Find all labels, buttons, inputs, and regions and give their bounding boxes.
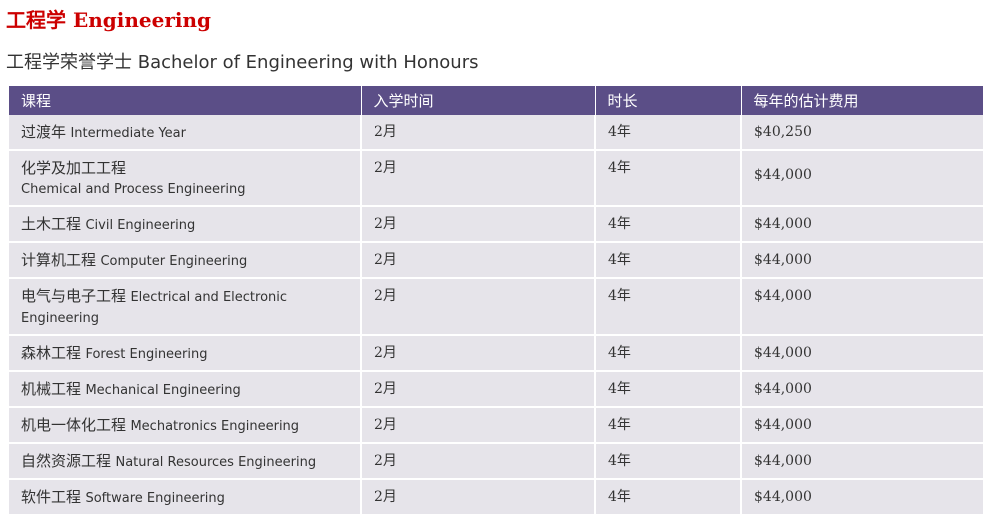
- fee-cell: $44,000: [741, 242, 983, 279]
- fee-cell: $40,250: [741, 115, 983, 151]
- course-cell: 机械工程 Mechanical Engineering: [9, 371, 362, 408]
- course-cell: 化学及加工工程 Chemical and Process Engineering: [9, 150, 362, 207]
- course-cell: 计算机工程 Computer Engineering: [9, 242, 362, 279]
- course-name-cn: 土木工程: [21, 215, 82, 233]
- page-title: 工程学 Engineering: [6, 8, 211, 32]
- duration-cell: 4年: [595, 335, 742, 372]
- course-name-en: Software Engineering: [85, 491, 225, 506]
- course-name-en: Computer Engineering: [100, 254, 248, 269]
- course-cell: 软件工程 Software Engineering: [9, 479, 362, 516]
- course-name-en: Civil Engineering: [85, 218, 196, 233]
- intake-cell: 2月: [361, 115, 596, 151]
- fee-cell: $44,000: [741, 371, 983, 408]
- duration-cell: 4年: [595, 443, 742, 480]
- course-name-en: Electrical and Electronic Engineering: [21, 290, 288, 326]
- course-cell: 机电一体化工程 Mechatronics Engineering: [9, 407, 362, 444]
- programs-table: 课程 入学时间 时长 每年的估计费用 过渡年 Intermediate Year…: [9, 86, 983, 516]
- course-name-cn: 过渡年: [21, 123, 67, 141]
- table-header-row: 课程 入学时间 时长 每年的估计费用: [9, 86, 983, 115]
- duration-cell: 4年: [595, 150, 742, 207]
- course-name-cn: 电气与电子工程: [21, 287, 127, 305]
- course-name-cn: 机械工程: [21, 380, 82, 398]
- table-row: 森林工程 Forest Engineering 2月 4年 $44,000: [9, 335, 983, 372]
- course-name-en: Mechanical Engineering: [85, 383, 241, 398]
- fee-cell: $44,000: [741, 479, 983, 516]
- table-row: 计算机工程 Computer Engineering 2月 4年 $44,000: [9, 242, 983, 279]
- course-name-cn: 森林工程: [21, 344, 82, 362]
- course-name-en: Intermediate Year: [70, 126, 186, 141]
- table-row: 化学及加工工程 Chemical and Process Engineering …: [9, 150, 983, 207]
- fee-cell: $44,000: [741, 206, 983, 243]
- header-fee: 每年的估计费用: [741, 86, 983, 115]
- course-cell: 森林工程 Forest Engineering: [9, 335, 362, 372]
- course-name-cn: 机电一体化工程: [21, 416, 127, 434]
- duration-cell: 4年: [595, 479, 742, 516]
- course-cell: 自然资源工程 Natural Resources Engineering: [9, 443, 362, 480]
- duration-cell: 4年: [595, 115, 742, 151]
- table-row: 过渡年 Intermediate Year 2月 4年 $40,250: [9, 115, 983, 151]
- table-row: 机电一体化工程 Mechatronics Engineering 2月 4年 $…: [9, 407, 983, 444]
- course-name-cn: 自然资源工程: [21, 452, 112, 470]
- course-name-cn: 计算机工程: [21, 251, 97, 269]
- intake-cell: 2月: [361, 206, 596, 243]
- fee-cell: $44,000: [741, 335, 983, 372]
- intake-cell: 2月: [361, 335, 596, 372]
- duration-cell: 4年: [595, 242, 742, 279]
- header-intake: 入学时间: [361, 86, 596, 115]
- fee-cell: $44,000: [741, 278, 983, 336]
- header-course: 课程: [9, 86, 362, 115]
- duration-cell: 4年: [595, 407, 742, 444]
- intake-cell: 2月: [361, 443, 596, 480]
- table-row: 软件工程 Software Engineering 2月 4年 $44,000: [9, 479, 983, 516]
- course-name-en: Mechatronics Engineering: [130, 419, 300, 434]
- course-name-en: Forest Engineering: [85, 347, 208, 362]
- course-name-cn: 软件工程: [21, 488, 82, 506]
- table-row: 机械工程 Mechanical Engineering 2月 4年 $44,00…: [9, 371, 983, 408]
- duration-cell: 4年: [595, 206, 742, 243]
- intake-cell: 2月: [361, 407, 596, 444]
- duration-cell: 4年: [595, 278, 742, 336]
- table-row: 自然资源工程 Natural Resources Engineering 2月 …: [9, 443, 983, 480]
- course-name-cn: 化学及加工工程: [21, 159, 127, 177]
- section-title: 工程学荣誉学士 Bachelor of Engineering with Hon…: [6, 52, 479, 73]
- course-cell: 电气与电子工程 Electrical and Electronic Engine…: [9, 278, 362, 336]
- intake-cell: 2月: [361, 242, 596, 279]
- duration-cell: 4年: [595, 371, 742, 408]
- table-row: 电气与电子工程 Electrical and Electronic Engine…: [9, 278, 983, 336]
- course-name-en: Natural Resources Engineering: [115, 455, 317, 470]
- fee-cell: $44,000: [741, 150, 983, 207]
- intake-cell: 2月: [361, 150, 596, 207]
- course-cell: 土木工程 Civil Engineering: [9, 206, 362, 243]
- course-name-en: Chemical and Process Engineering: [21, 182, 246, 197]
- table-row: 土木工程 Civil Engineering 2月 4年 $44,000: [9, 206, 983, 243]
- intake-cell: 2月: [361, 371, 596, 408]
- intake-cell: 2月: [361, 278, 596, 336]
- header-duration: 时长: [595, 86, 742, 115]
- intake-cell: 2月: [361, 479, 596, 516]
- fee-cell: $44,000: [741, 407, 983, 444]
- course-cell: 过渡年 Intermediate Year: [9, 115, 362, 151]
- fee-cell: $44,000: [741, 443, 983, 480]
